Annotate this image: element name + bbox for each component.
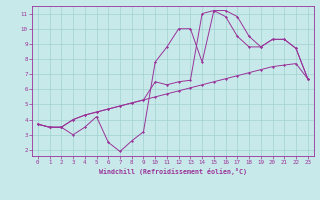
X-axis label: Windchill (Refroidissement éolien,°C): Windchill (Refroidissement éolien,°C) (99, 168, 247, 175)
